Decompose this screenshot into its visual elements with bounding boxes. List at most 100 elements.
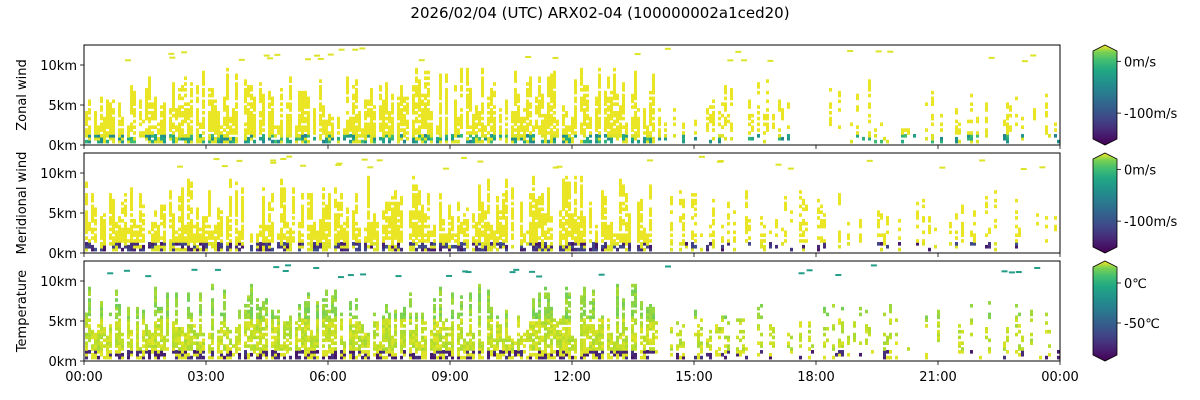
heatmap-cell	[898, 247, 901, 252]
heatmap-cell	[520, 128, 523, 132]
heatmap-cell	[211, 134, 214, 138]
heatmap-cell	[103, 131, 106, 135]
heatmap-cell	[250, 116, 253, 121]
heatmap-cell	[481, 70, 484, 75]
heatmap-cell	[517, 116, 520, 121]
y-tick-label: 10km	[40, 59, 77, 74]
heatmap-cell	[1009, 125, 1012, 129]
heatmap-cell	[124, 244, 127, 249]
heatmap-cell	[106, 125, 109, 129]
heatmap-cell	[310, 227, 313, 232]
heatmap-cell	[565, 233, 568, 237]
heatmap-cell	[94, 350, 97, 354]
heatmap-cell	[439, 79, 442, 83]
heatmap-cell	[586, 102, 589, 106]
heatmap-cell	[388, 216, 391, 220]
heatmap-cell	[94, 213, 97, 217]
heatmap-cell	[262, 93, 265, 98]
heatmap-cell	[226, 93, 229, 98]
heatmap-cell	[592, 247, 595, 252]
heatmap-cell	[439, 119, 442, 124]
heatmap-cell	[391, 236, 394, 240]
heatmap-cell	[538, 93, 541, 98]
heatmap-cell	[616, 242, 619, 246]
heatmap-cell	[430, 113, 433, 118]
heatmap-cell	[301, 221, 304, 226]
heatmap-cell	[103, 344, 106, 348]
heatmap-cell	[970, 102, 973, 106]
heatmap-cell	[580, 125, 583, 129]
heatmap-cell	[382, 99, 385, 104]
heatmap-cell	[382, 230, 385, 235]
heatmap-cell	[148, 105, 151, 109]
heatmap-cell	[172, 136, 175, 141]
heatmap-cell	[172, 134, 175, 138]
heatmap-cell	[217, 139, 220, 144]
heatmap-cell	[574, 113, 577, 118]
heatmap-cell	[313, 128, 316, 132]
heatmap-cell	[112, 116, 115, 121]
heatmap-cell	[538, 99, 541, 104]
heatmap-cell	[565, 219, 568, 223]
heatmap-cell	[538, 76, 541, 81]
heatmap-cell	[820, 239, 823, 243]
heatmap-cell	[415, 139, 418, 144]
heatmap-cell	[877, 213, 880, 217]
heatmap-cell	[559, 219, 562, 223]
heatmap-cell	[613, 87, 616, 92]
heatmap-cell	[562, 195, 565, 200]
heatmap-cell	[118, 329, 121, 334]
heatmap-cells-meridional-wind	[85, 155, 1057, 252]
heatmap-cell	[478, 236, 481, 240]
heatmap-cell	[196, 111, 199, 115]
heatmap-cell	[637, 247, 640, 252]
heatmap-cell	[178, 350, 181, 354]
heatmap-cell	[157, 239, 160, 243]
heatmap-cell	[469, 125, 472, 129]
heatmap-cell	[154, 111, 157, 115]
heatmap-cell	[385, 85, 388, 89]
heatmap-cell	[112, 221, 115, 226]
heatmap-cell	[181, 332, 184, 337]
heatmap-cell	[580, 131, 583, 135]
heatmap-cell	[457, 119, 460, 124]
heatmap-cell	[196, 122, 199, 127]
heatmap-cell	[640, 233, 643, 237]
heatmap-cell	[829, 102, 832, 106]
heatmap-cell	[532, 216, 535, 220]
heatmap-cell	[631, 134, 634, 138]
heatmap-cell	[511, 233, 514, 237]
heatmap-cell	[748, 224, 751, 229]
heatmap-cell	[430, 242, 433, 246]
heatmap-cell	[145, 128, 148, 132]
heatmap-cell	[955, 244, 958, 249]
heatmap-cell	[379, 125, 382, 129]
heatmap-cell	[355, 221, 358, 226]
heatmap-cell	[358, 125, 361, 129]
heatmap-cell	[604, 139, 607, 144]
heatmap-cell	[139, 99, 142, 104]
heatmap-cell	[109, 134, 112, 138]
heatmap-cell	[427, 201, 430, 206]
heatmap-cell	[823, 242, 826, 246]
heatmap-cell	[250, 239, 253, 243]
heatmap-cell	[619, 236, 622, 240]
heatmap-cell	[217, 128, 220, 132]
heatmap-cell	[928, 227, 931, 232]
heatmap-cell	[223, 108, 226, 112]
heatmap-cell	[367, 111, 370, 115]
heatmap-cell	[235, 221, 238, 226]
heatmap-cell	[391, 128, 394, 132]
heatmap-cell	[214, 113, 217, 118]
heatmap-cell	[136, 321, 139, 325]
heatmap-cell	[463, 242, 466, 246]
heatmap-cell	[262, 224, 265, 229]
heatmap-cell	[496, 198, 499, 203]
heatmap-cell	[133, 244, 136, 249]
heatmap-cell	[439, 221, 442, 226]
heatmap-cell	[211, 111, 214, 115]
heatmap-cell	[262, 221, 265, 226]
heatmap-cell	[424, 224, 427, 229]
heatmap-cell	[346, 233, 349, 237]
